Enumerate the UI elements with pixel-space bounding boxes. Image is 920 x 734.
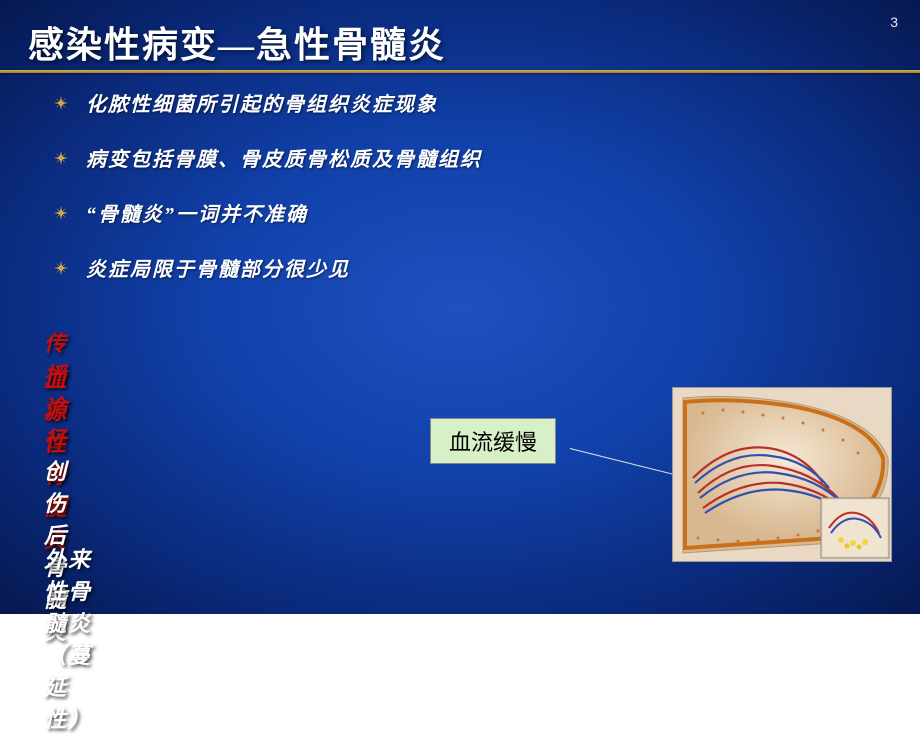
callout-box: 血流缓慢 (430, 418, 556, 464)
bullet-item: 炎症局限于骨髓部分很少见 (54, 253, 482, 282)
asterisk-icon (54, 206, 68, 220)
slide: 3 感染性病变—急性骨髓炎 化脓性细菌所引起的骨组织炎症现象 病变包括骨膜、骨皮… (0, 0, 920, 614)
bullet-text: 化脓性细菌所引起的骨组织炎症现象 (86, 88, 438, 117)
sub-heading-exogenous: 外来性骨髓炎（蔓延性） (44, 542, 92, 734)
page-number: 3 (890, 14, 898, 30)
anatomy-illustration (672, 387, 892, 562)
bullet-text: “骨髓炎”一词并不准确 (86, 198, 308, 227)
bullet-text: 病变包括骨膜、骨皮质骨松质及骨髓组织 (86, 143, 482, 172)
asterisk-icon (54, 96, 68, 110)
asterisk-icon (54, 151, 68, 165)
bullet-text: 炎症局限于骨髓部分很少见 (86, 253, 350, 282)
bullet-item: 化脓性细菌所引起的骨组织炎症现象 (54, 88, 482, 117)
slide-title: 感染性病变—急性骨髓炎 (28, 16, 446, 68)
asterisk-icon (54, 261, 68, 275)
bullet-item: “骨髓炎”一词并不准确 (54, 198, 482, 227)
bullet-item: 病变包括骨膜、骨皮质骨松质及骨髓组织 (54, 143, 482, 172)
title-underline (0, 70, 920, 73)
bullet-list: 化脓性细菌所引起的骨组织炎症现象 病变包括骨膜、骨皮质骨松质及骨髓组织 “骨髓炎… (54, 88, 482, 308)
